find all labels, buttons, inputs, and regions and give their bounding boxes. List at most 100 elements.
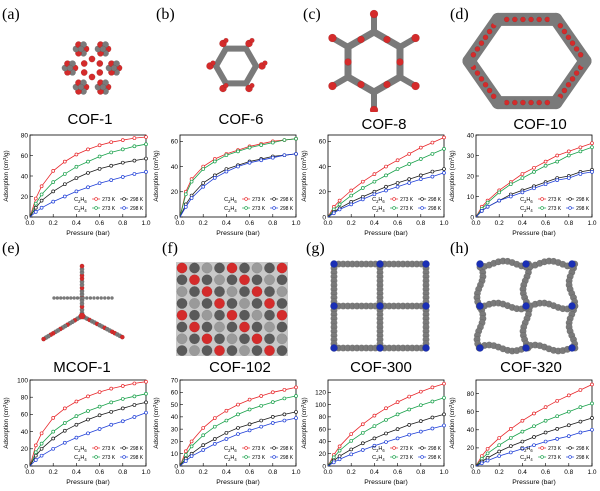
data-point <box>144 135 148 139</box>
data-point <box>430 174 435 179</box>
adsorption-chart-h: 0.0 0.2 0.4 0.6 0.8 1.0 0 20 40 60 80 Pressure (bar… <box>448 379 597 486</box>
atom <box>396 58 404 66</box>
y-axis-label: Adsorption (cm3/g) <box>2 397 10 448</box>
atom <box>92 296 96 300</box>
data-point <box>395 412 400 417</box>
x-tick-label: 0.6 <box>541 469 550 476</box>
series-line <box>475 142 593 218</box>
y-tick-label: 40 <box>319 439 327 446</box>
data-point <box>33 196 38 201</box>
data-point <box>543 163 548 168</box>
y-tick-label: 0 <box>174 214 178 221</box>
plot-frame <box>179 134 297 218</box>
legend-swatch-marker <box>272 206 276 210</box>
data-point <box>62 406 67 411</box>
data-point <box>360 430 365 435</box>
legend-temperature-label: 298 K <box>576 197 590 203</box>
atom <box>276 286 288 297</box>
legend-swatch-marker <box>272 455 276 459</box>
data-point <box>120 419 125 424</box>
data-point <box>578 145 583 150</box>
legend-temperature-label: 273 K <box>400 206 414 212</box>
data-point <box>120 138 125 142</box>
atom <box>88 73 96 81</box>
data-point <box>132 172 137 176</box>
data-point <box>97 143 102 148</box>
data-point <box>384 188 388 193</box>
cof-102-structure <box>176 262 288 356</box>
legend-c2h6-label: C2H6 <box>74 446 87 453</box>
data-point <box>224 418 229 423</box>
atom <box>528 99 534 106</box>
x-tick-label: 0.2 <box>199 469 208 476</box>
data-point <box>109 140 114 145</box>
series-line <box>327 172 445 218</box>
data-point <box>86 147 90 152</box>
data-point <box>520 418 525 423</box>
data-point <box>132 394 137 399</box>
legend-temperature-label: 298 K <box>130 197 144 203</box>
data-point <box>543 439 548 444</box>
atom <box>264 298 275 309</box>
atom <box>62 296 66 300</box>
data-point <box>74 164 79 169</box>
legend-temperature-label: 273 K <box>102 206 116 212</box>
legend-swatch-marker <box>392 197 396 201</box>
atom <box>75 296 80 300</box>
y-axis-label: Adsorption (cm3/g) <box>2 150 10 201</box>
x-axis-label: Pressure (bar) <box>512 479 555 486</box>
atom <box>99 45 107 53</box>
linker <box>213 45 229 69</box>
data-point <box>497 198 502 203</box>
y-tick-label: 0 <box>322 214 326 221</box>
data-point <box>39 205 44 210</box>
series-line <box>29 143 147 218</box>
data-point <box>132 158 137 163</box>
data-point <box>236 402 240 407</box>
data-point <box>578 405 583 410</box>
y-tick-label: 30 <box>171 426 179 433</box>
data-point <box>74 176 79 180</box>
atom <box>226 345 238 356</box>
data-point <box>578 388 583 392</box>
data-point <box>120 397 125 401</box>
data-point <box>555 427 560 431</box>
data-point <box>497 454 502 458</box>
legend-swatch-marker <box>94 455 98 459</box>
data-point <box>349 452 354 457</box>
x-tick-label: 0.2 <box>49 220 58 227</box>
x-tick-label: 1.0 <box>291 469 300 476</box>
cof-name-d: COF-10 <box>513 116 567 133</box>
data-point <box>183 192 188 197</box>
x-tick-label: 0.4 <box>518 469 527 476</box>
atom <box>201 309 213 321</box>
data-point <box>566 149 571 154</box>
data-point <box>109 409 114 414</box>
legend-temperature-label: 273 K <box>252 446 266 452</box>
data-point <box>372 436 377 441</box>
plot-frame <box>475 379 593 467</box>
adsorption-chart-e: 0.0 0.2 0.4 0.6 0.8 1.0 0 20 40 60 80 100 Pressure (… <box>2 377 151 486</box>
atom <box>210 60 216 66</box>
atom <box>383 80 391 89</box>
atom <box>522 302 530 310</box>
atom <box>239 298 250 309</box>
data-point <box>430 140 435 145</box>
data-point <box>520 429 525 434</box>
y-tick-label: 20 <box>319 451 327 458</box>
data-point <box>189 196 194 200</box>
atom <box>226 298 238 309</box>
x-tick-label: 0.4 <box>72 220 81 227</box>
atom <box>226 262 238 274</box>
x-tick-label: 0.2 <box>495 469 504 476</box>
cof-10-structure <box>462 12 592 110</box>
legend-temperature-label: 298 K <box>280 197 294 203</box>
atom <box>69 296 73 300</box>
atom <box>482 81 489 88</box>
data-point <box>144 391 148 396</box>
data-point <box>259 158 264 163</box>
atom <box>264 274 275 286</box>
atom <box>573 70 580 76</box>
data-point <box>442 147 446 151</box>
